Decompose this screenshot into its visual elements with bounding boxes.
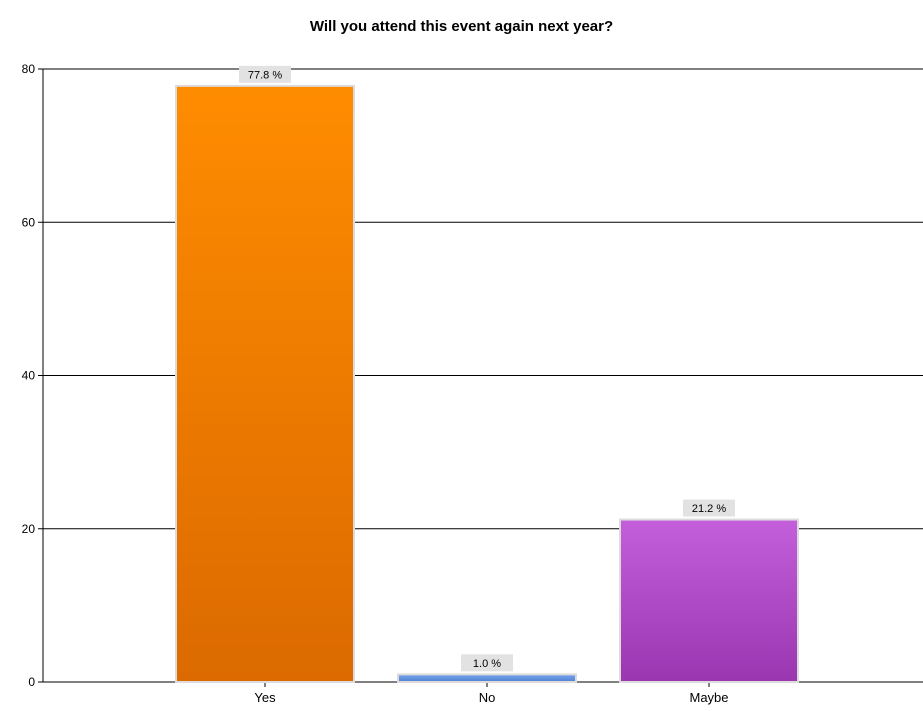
data-label-maybe: 21.2 %	[692, 503, 726, 515]
bar-maybe	[619, 518, 799, 683]
y-tick-label: 20	[22, 522, 36, 536]
data-label-bg	[683, 499, 735, 517]
y-tick-label: 60	[22, 215, 36, 229]
y-tick-label: 80	[22, 62, 36, 76]
bar-yes	[175, 84, 355, 684]
bar-no	[397, 673, 577, 684]
bars	[175, 84, 799, 684]
data-label-bg	[239, 65, 291, 83]
chart-title: Will you attend this event again next ye…	[309, 18, 614, 35]
x-tick-label-maybe: Maybe	[689, 690, 728, 705]
data-labels: 77.8 % 1.0 % 21.2 %	[239, 65, 735, 672]
x-tick-label-yes: Yes	[254, 690, 276, 705]
data-label-yes: 77.8 %	[248, 69, 282, 81]
data-label-no: 1.0 %	[473, 658, 501, 670]
data-label-bg	[461, 654, 513, 672]
y-tick-label: 0	[28, 675, 35, 689]
x-tick-label-no: No	[479, 690, 496, 705]
y-tick-label: 40	[22, 369, 36, 383]
